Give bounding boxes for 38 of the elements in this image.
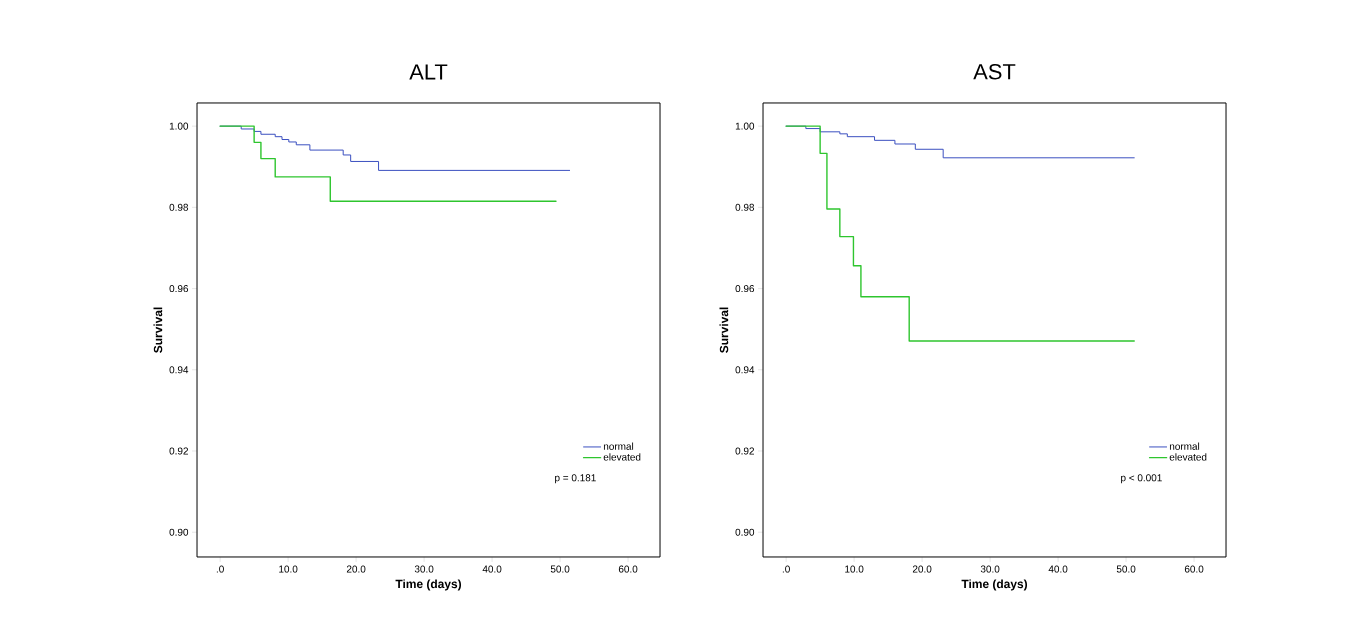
chart-title: ALT bbox=[409, 64, 448, 80]
y-tick-label: 0.98 bbox=[169, 203, 189, 211]
y-tick-label: 1.00 bbox=[735, 122, 755, 130]
y-tick-label: 0.98 bbox=[735, 203, 755, 211]
y-tick-label: 0.94 bbox=[169, 366, 189, 374]
y-axis-title: Survival bbox=[719, 307, 729, 353]
x-tick-label: 50.0 bbox=[1116, 565, 1136, 573]
y-axis-title: Survival bbox=[153, 307, 163, 353]
x-axis-title: Time (days) bbox=[961, 579, 1028, 591]
legend-label: elevated bbox=[603, 453, 641, 461]
y-tick-label: 0.94 bbox=[735, 366, 755, 374]
chart-title: AST bbox=[973, 63, 1016, 80]
x-tick-label: .0 bbox=[782, 565, 790, 573]
x-tick-label: 10.0 bbox=[845, 565, 864, 573]
x-tick-label: 50.0 bbox=[550, 565, 570, 573]
y-tick-label: 0.96 bbox=[169, 285, 189, 293]
y-tick-label: 0.90 bbox=[735, 528, 755, 536]
x-tick-label: 60.0 bbox=[1184, 565, 1204, 573]
x-tick-label: 40.0 bbox=[482, 565, 502, 573]
x-tick-label: 10.0 bbox=[279, 565, 298, 573]
x-tick-label: 20.0 bbox=[346, 565, 366, 573]
y-tick-label: 0.90 bbox=[169, 528, 189, 536]
annotation: p < 0.001 bbox=[1121, 474, 1162, 484]
x-tick-label: 30.0 bbox=[414, 565, 434, 573]
y-tick-label: 0.92 bbox=[169, 447, 188, 455]
x-tick-label: 40.0 bbox=[1048, 565, 1068, 573]
x-tick-label: 20.0 bbox=[912, 565, 932, 573]
annotation: p = 0.181 bbox=[555, 474, 596, 484]
y-tick-label: 0.92 bbox=[735, 447, 754, 455]
legend-label: normal bbox=[1169, 442, 1200, 450]
x-tick-label: 30.0 bbox=[980, 565, 1000, 573]
legend-label: elevated bbox=[1169, 453, 1207, 461]
y-tick-label: 0.96 bbox=[735, 285, 755, 293]
x-axis-title: Time (days) bbox=[395, 579, 462, 591]
y-tick-label: 1.00 bbox=[169, 122, 189, 130]
x-tick-label: .0 bbox=[216, 565, 224, 573]
legend-label: normal bbox=[603, 442, 634, 450]
x-tick-label: 60.0 bbox=[618, 565, 638, 573]
